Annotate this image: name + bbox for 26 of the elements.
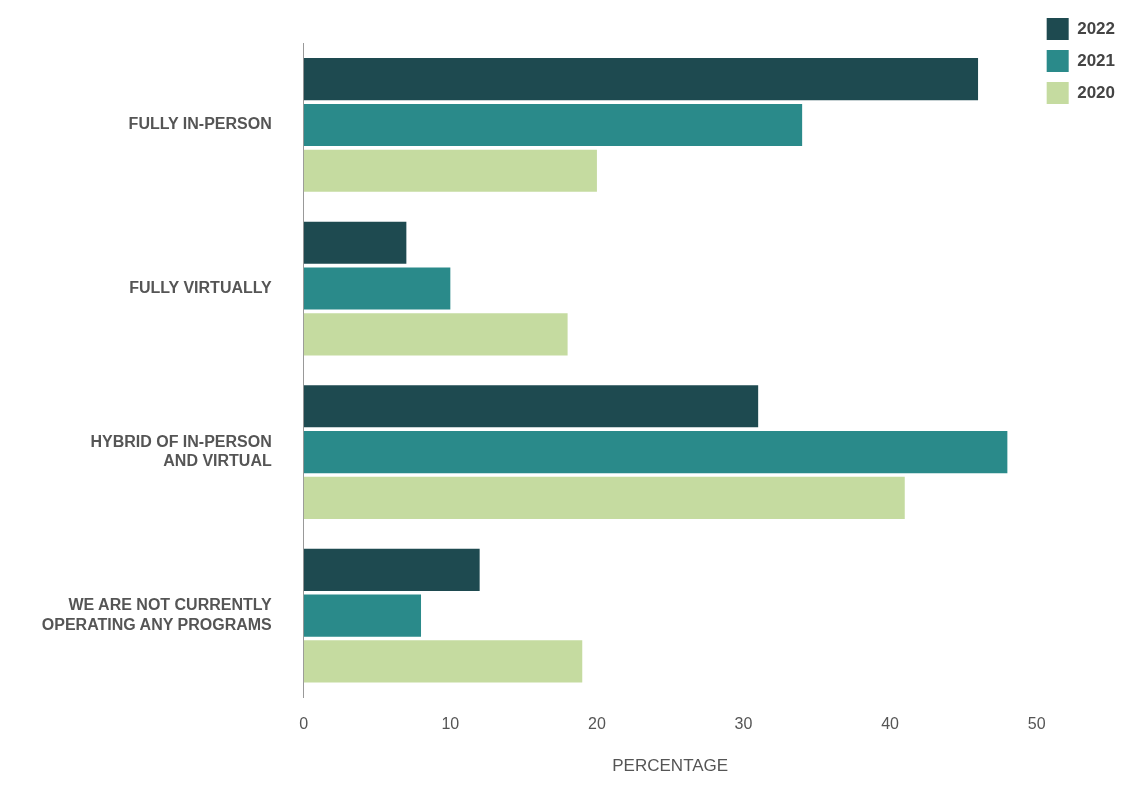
bar: [303, 476, 905, 519]
x-tick-label: 10: [441, 715, 460, 733]
x-tick-label: 20: [588, 715, 606, 733]
bar: [303, 640, 583, 683]
x-tick-label: 50: [1027, 715, 1046, 733]
bar: [303, 58, 979, 101]
bar: [303, 594, 422, 637]
bar: [303, 431, 1008, 474]
y-tick-label: WE ARE NOT CURRENTLY OPERATING ANY PROGRAMS: [41, 596, 273, 633]
bar: [303, 313, 568, 356]
legend-label: 2022: [1077, 18, 1116, 38]
y-tick-label: HYBRID OF IN-PERSON AND VIRTUAL: [90, 432, 272, 470]
y-tick-label: FULLY IN-PERSON: [128, 115, 272, 133]
bar: [303, 149, 597, 192]
bar: [303, 221, 407, 264]
x-tick-label: 0: [299, 715, 309, 733]
legend-label: 2021: [1077, 50, 1116, 70]
bar: [303, 385, 759, 428]
y-tick-label: FULLY VIRTUALLY: [129, 278, 273, 296]
bar: [303, 267, 451, 310]
x-axis-title: PERCENTAGE: [612, 756, 729, 776]
x-tick-label: 30: [734, 715, 753, 733]
x-tick-label: 40: [881, 715, 900, 733]
bar: [303, 103, 803, 147]
bar: [303, 548, 480, 591]
legend-label: 2020: [1077, 82, 1116, 102]
